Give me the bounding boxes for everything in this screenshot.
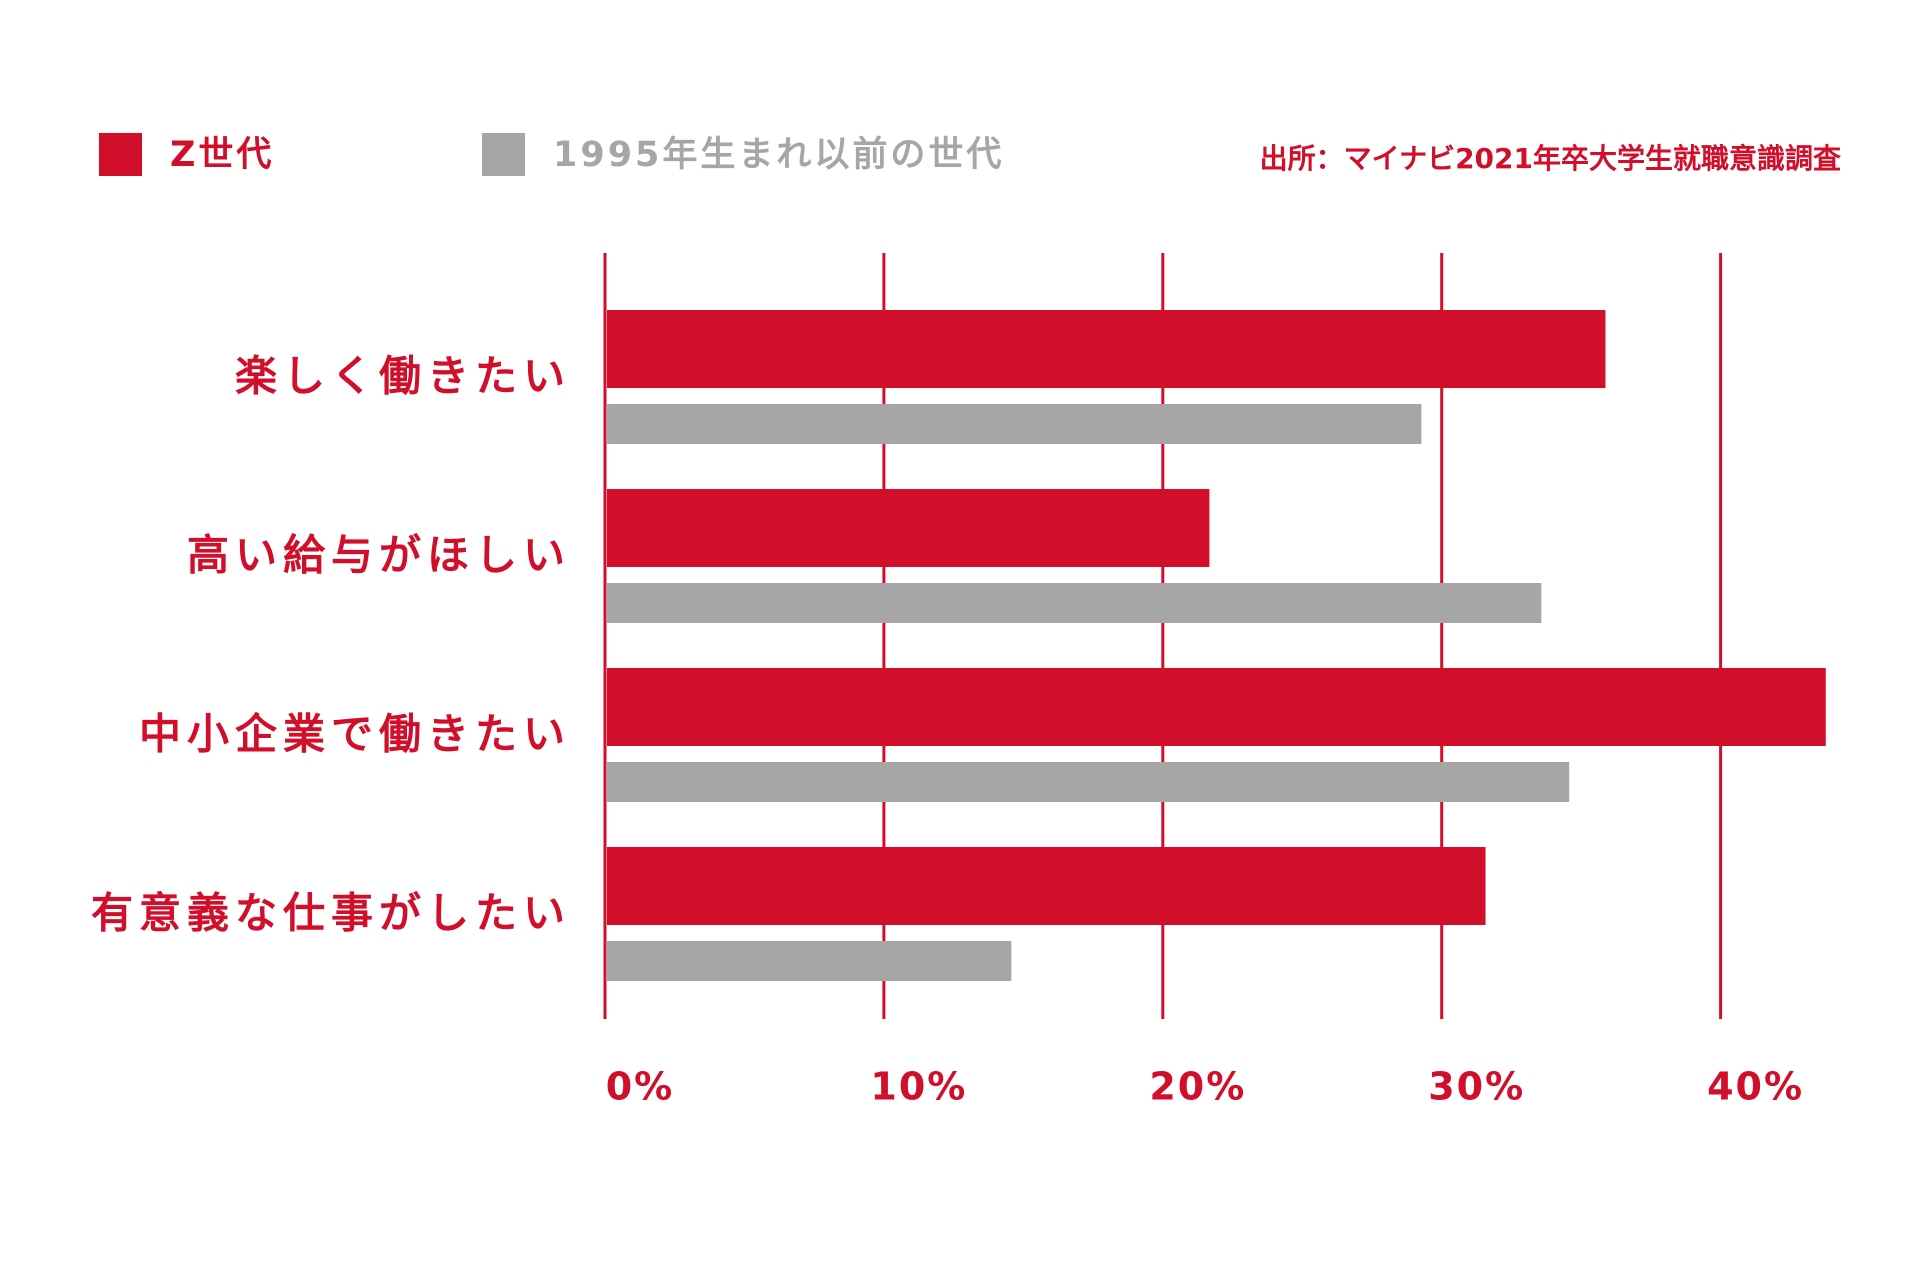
x-tick-label: 10%: [870, 1065, 967, 1109]
x-tick-label: 40%: [1707, 1065, 1804, 1109]
bar: [607, 847, 1486, 925]
bar: [607, 404, 1422, 444]
bar: [607, 668, 1826, 746]
bar: [607, 941, 1012, 981]
legend-label: 1995年生まれ以前の世代: [553, 135, 1004, 175]
legend-swatch: [482, 133, 525, 176]
source: 出所：マイナビ2021年卒大学生就職意識調査: [1260, 142, 1841, 175]
bar: [607, 489, 1210, 567]
y-tick-label: 高い給与がほしい: [187, 531, 571, 580]
x-tick-label: 30%: [1428, 1065, 1525, 1109]
x-tick-label: 20%: [1149, 1065, 1246, 1109]
bar: [607, 310, 1606, 388]
bar: [607, 762, 1570, 802]
legend-label: Z世代: [170, 135, 274, 175]
y-tick-label: 有意義な仕事がしたい: [91, 889, 571, 938]
legend-swatch: [99, 133, 142, 176]
y-tick-label: 中小企業で働きたい: [139, 710, 571, 759]
bar: [607, 583, 1542, 623]
x-tick-label: 0%: [606, 1065, 675, 1109]
y-tick-label: 楽しく働きたい: [235, 352, 571, 401]
